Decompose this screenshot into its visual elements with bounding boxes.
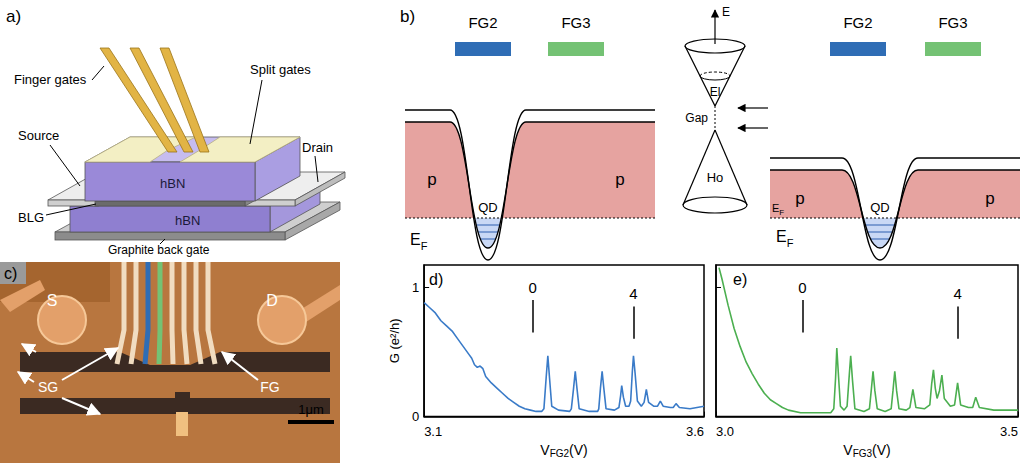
svg-text:3.5: 3.5: [1000, 424, 1018, 439]
svg-text:QD: QD: [478, 200, 498, 215]
svg-text:D: D: [266, 292, 278, 309]
svg-text:p: p: [427, 170, 436, 189]
svg-text:E: E: [722, 5, 730, 19]
svg-text:d): d): [429, 271, 443, 288]
svg-text:0: 0: [529, 279, 537, 296]
svg-text:S: S: [47, 292, 58, 309]
svg-text:p: p: [795, 189, 804, 208]
svg-text:4: 4: [953, 285, 961, 302]
svg-text:FG3: FG3: [938, 14, 967, 31]
svg-text:El: El: [710, 85, 721, 99]
svg-text:FG2: FG2: [843, 14, 872, 31]
svg-text:Drain: Drain: [302, 140, 333, 155]
svg-text:Finger gates: Finger gates: [14, 72, 87, 87]
svg-text:3.0: 3.0: [716, 424, 734, 439]
svg-text:(V): (V): [872, 442, 891, 458]
svg-text:Gap: Gap: [685, 111, 708, 125]
svg-text:hBN: hBN: [175, 213, 200, 228]
svg-text:1μm: 1μm: [298, 402, 324, 417]
svg-text:4: 4: [629, 285, 637, 302]
svg-text:hBN: hBN: [160, 176, 185, 191]
svg-text:FG: FG: [260, 379, 279, 395]
svg-text:Ho: Ho: [707, 170, 724, 185]
svg-text:p: p: [985, 189, 994, 208]
svg-text:FG2: FG2: [550, 448, 570, 459]
svg-text:0: 0: [412, 409, 419, 424]
svg-text:3.1: 3.1: [424, 424, 442, 439]
svg-text:EF: EF: [772, 202, 784, 217]
svg-text:V: V: [843, 441, 853, 458]
svg-text:c): c): [4, 265, 17, 282]
svg-text:QD: QD: [870, 200, 890, 215]
svg-text:Split gates: Split gates: [250, 62, 311, 77]
svg-text:FG3: FG3: [853, 448, 873, 459]
svg-text:0: 0: [798, 279, 806, 296]
svg-text:EF: EF: [410, 231, 428, 252]
svg-text:(V): (V): [569, 442, 588, 458]
svg-text:1: 1: [412, 280, 419, 295]
svg-text:b): b): [400, 7, 415, 26]
svg-text:BLG: BLG: [18, 210, 44, 225]
svg-text:3.6: 3.6: [686, 424, 704, 439]
svg-text:e): e): [733, 271, 747, 288]
svg-text:p: p: [615, 170, 624, 189]
svg-text:EF: EF: [776, 228, 794, 249]
svg-text:G (e²/h): G (e²/h): [387, 318, 402, 363]
svg-text:Source: Source: [18, 128, 59, 143]
svg-text:Graphite back gate: Graphite back gate: [108, 243, 210, 257]
svg-text:FG3: FG3: [561, 14, 590, 31]
svg-text:a): a): [6, 7, 21, 26]
svg-text:V: V: [540, 441, 550, 458]
svg-text:FG2: FG2: [468, 14, 497, 31]
svg-text:SG: SG: [38, 379, 58, 395]
